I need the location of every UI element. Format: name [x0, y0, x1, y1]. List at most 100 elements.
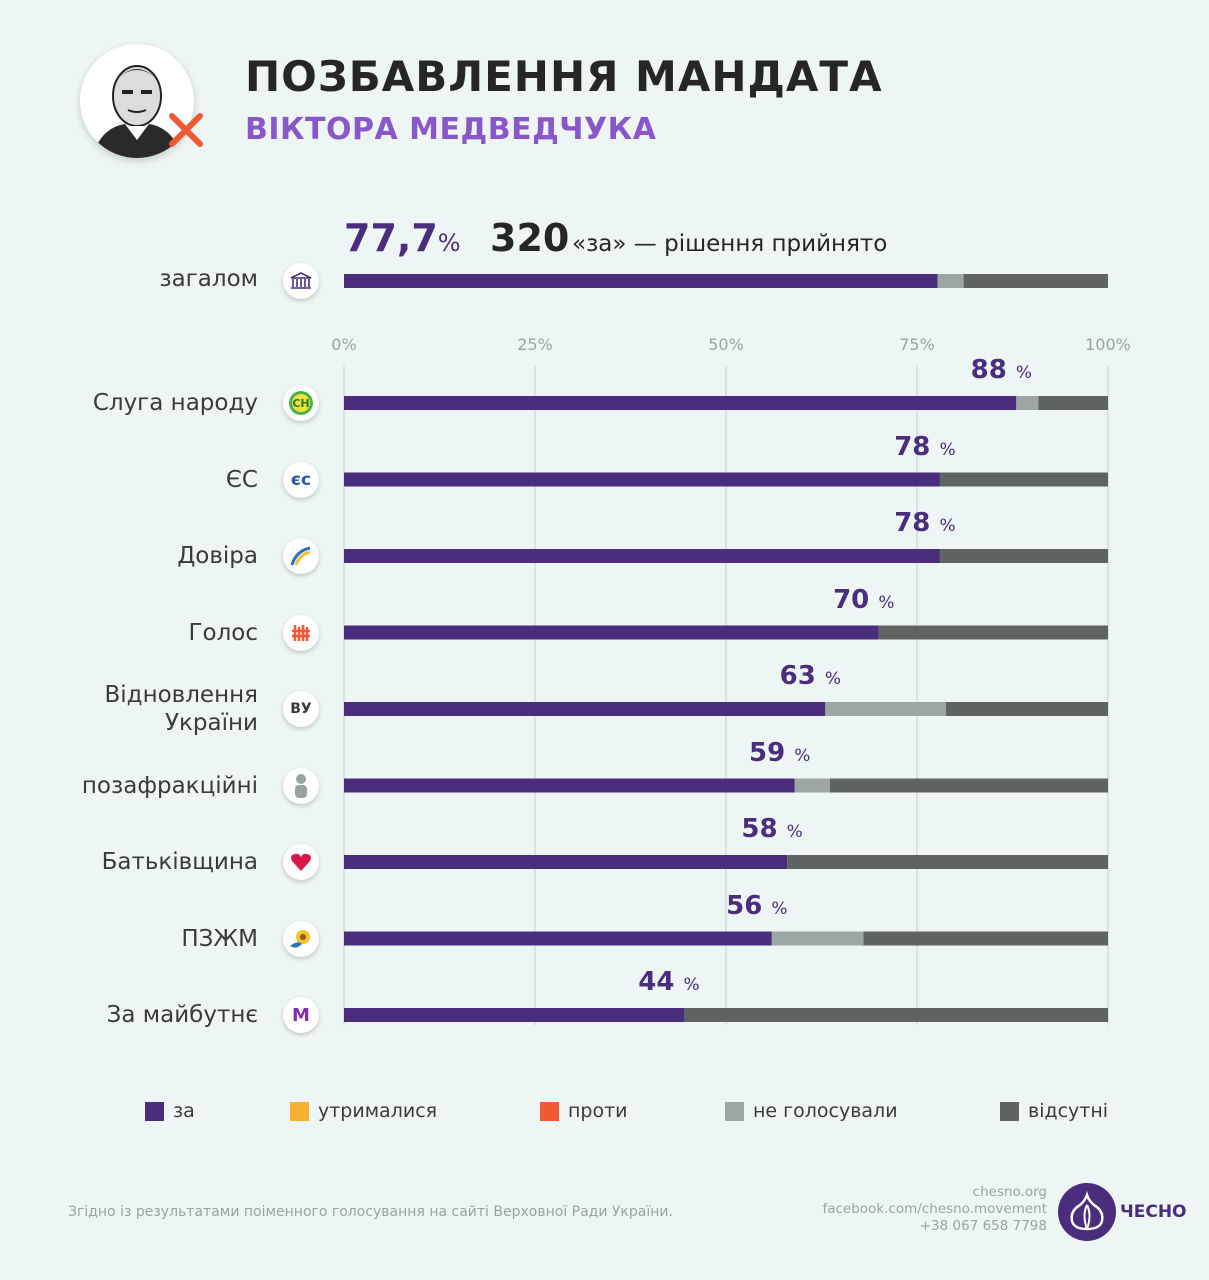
- percent-sign: %: [771, 898, 788, 919]
- page-subtitle: ВІКТОРА МЕДВЕДЧУКА: [245, 112, 657, 147]
- percent-value: 56: [726, 890, 763, 921]
- row-label: позафракційні: [18, 772, 258, 800]
- x-tick-label: 100%: [1085, 335, 1131, 354]
- bar-segment-відсутні-7: [863, 931, 1108, 946]
- bar-segment-відсутні-5: [829, 778, 1108, 793]
- percent-value: 78: [894, 431, 931, 462]
- row-label: Слуга народу: [18, 389, 258, 417]
- percent-sign: %: [786, 822, 803, 842]
- percent-value: 78: [894, 508, 931, 538]
- legend-label: відсутні: [1028, 1100, 1109, 1122]
- percent-label: 59 %: [735, 738, 825, 768]
- legend-swatch: [1000, 1101, 1019, 1121]
- row-label-line: України: [165, 710, 258, 736]
- site-link[interactable]: chesno.org: [972, 1184, 1047, 1200]
- percent-sign: %: [939, 439, 956, 460]
- bar-segment-за-2: [344, 549, 940, 563]
- bar-segment-за-6: [344, 855, 788, 869]
- source-note: Згідно із результатами поіменного голосу…: [68, 1204, 673, 1220]
- za-maibutnie-icon: M: [283, 997, 319, 1033]
- row-label: Довіра: [18, 542, 258, 570]
- bar-segment-відсутні-6: [787, 855, 1108, 869]
- percent-value: 44: [638, 967, 675, 997]
- summary-count: 320: [490, 216, 570, 260]
- percent-sign: %: [939, 516, 956, 536]
- bar-segment-за-4: [344, 702, 826, 716]
- x-tick-label: 0%: [331, 335, 356, 354]
- row-label: Відновлення України: [18, 681, 259, 737]
- bar-segment-не-голосували-4: [825, 702, 947, 716]
- portrait-avatar: [80, 44, 194, 158]
- percent-sign: %: [1015, 363, 1033, 383]
- bar-segment-відсутні-overall: [963, 274, 1108, 288]
- icon-text: СН: [292, 396, 310, 410]
- row-label: ПЗЖМ: [18, 925, 258, 953]
- bar-segment-відсутні-1: [939, 472, 1108, 487]
- percent-sign: %: [794, 745, 811, 766]
- vidnovlennia-icon: ВУ: [283, 691, 319, 727]
- bar-segment-відсутні-4: [946, 702, 1108, 716]
- chesno-logo-text: ЧЕСНО: [1120, 1202, 1187, 1222]
- bar-segment-за-1: [344, 472, 940, 487]
- bar-segment-не-голосували-overall: [937, 274, 964, 288]
- percent-label: 63 %: [765, 661, 855, 691]
- row-label-line: Відновлення: [104, 682, 259, 708]
- percent-sign: %: [683, 975, 700, 995]
- row-label-line: ЄС: [225, 466, 258, 493]
- facebook-link[interactable]: facebook.com/chesno.movement: [822, 1201, 1047, 1217]
- legend-label: не голосували: [753, 1100, 898, 1122]
- percent-value: 63: [779, 661, 816, 691]
- summary-percent-sign: %: [437, 229, 461, 257]
- row-label: За майбутнє: [18, 1001, 258, 1029]
- row-label-overall: загалом: [159, 266, 258, 292]
- percent-sign: %: [878, 592, 895, 613]
- legend-item: відсутні: [1000, 1100, 1108, 1122]
- row-label: Голос: [18, 619, 258, 647]
- percent-label: 44 %: [624, 967, 714, 997]
- red-x-icon: [169, 113, 203, 147]
- legend-swatch: [290, 1101, 309, 1121]
- row-label-line: Батьківщина: [101, 849, 258, 875]
- x-tick-label: 50%: [708, 335, 744, 354]
- batkivshchyna-heart-icon: [283, 844, 319, 880]
- summary-text: «за» — рішення прийнято: [572, 231, 888, 257]
- row-label-line: Голос: [188, 619, 258, 646]
- percent-label: 78 %: [880, 508, 970, 538]
- percent-label: 58 %: [727, 814, 817, 844]
- sluha-narodu-icon: СН: [283, 385, 319, 421]
- bar-segment-за-0: [344, 396, 1017, 410]
- bar-segment-не-голосували-5: [794, 778, 830, 793]
- percent-label: 88 %: [956, 355, 1046, 385]
- legend-item: проти: [540, 1100, 628, 1122]
- independent-person-icon: [283, 767, 319, 804]
- row-label-line: позафракційні: [81, 772, 258, 799]
- legend-swatch: [145, 1101, 164, 1121]
- percent-sign: %: [824, 669, 842, 689]
- yes-party-icon: єс: [283, 461, 319, 498]
- contacts: chesno.org facebook.com/chesno.movement …: [822, 1184, 1047, 1235]
- legend-item: утрималися: [290, 1100, 437, 1122]
- bar-segment-не-голосували-0: [1016, 396, 1039, 410]
- percent-value: 70: [833, 584, 870, 615]
- percent-label: 56 %: [712, 891, 802, 921]
- legend-item: за: [145, 1100, 195, 1122]
- row-label: Батьківщина: [18, 848, 258, 876]
- legend-label: утрималися: [318, 1100, 438, 1122]
- percent-label: 70 %: [819, 585, 909, 615]
- bar-segment-не-голосували-7: [771, 931, 864, 946]
- bar-segment-за-5: [344, 778, 795, 793]
- phone-number: +38 067 658 7798: [919, 1218, 1047, 1234]
- bar-segment-за-8: [344, 1008, 684, 1022]
- percent-value: 88: [970, 355, 1007, 385]
- summary-percent: 77,7%: [344, 216, 461, 260]
- x-tick-label: 25%: [517, 335, 553, 354]
- bar-segment-за-7: [344, 931, 772, 946]
- legend-item: не голосували: [725, 1100, 898, 1122]
- legend-label: проти: [568, 1100, 628, 1122]
- percent-value: 59: [749, 737, 786, 768]
- row-label-line: За майбутнє: [106, 1002, 258, 1028]
- row-label-line: Слуга народу: [92, 390, 258, 416]
- bar-segment-відсутні-8: [683, 1008, 1108, 1022]
- bar-segment-відсутні-3: [878, 625, 1108, 640]
